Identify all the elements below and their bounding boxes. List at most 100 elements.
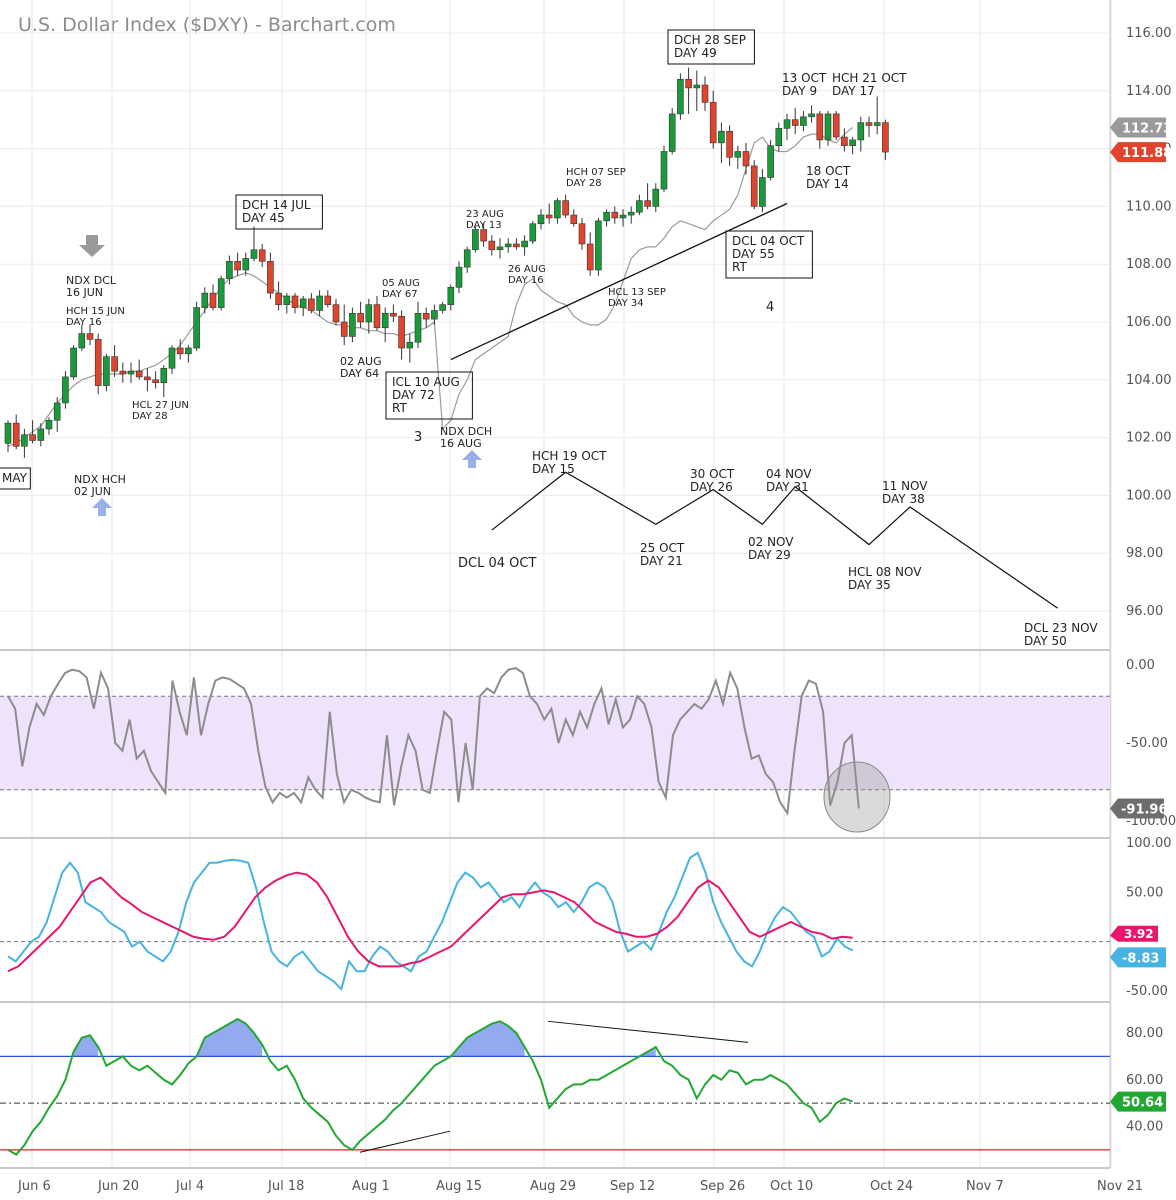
rsi-tick-label: 40.00: [1126, 1120, 1163, 1135]
annotation-text: DAY 28: [566, 178, 602, 189]
rsi-last-value: 50.64: [1122, 1096, 1163, 1111]
annotation-text: DAY 49: [674, 46, 717, 60]
x-tick-label: Jul 18: [267, 1179, 304, 1194]
candle-body: [455, 266, 463, 288]
candle-body: [340, 321, 348, 337]
candle-body: [537, 214, 545, 225]
candle-body: [390, 313, 397, 317]
candle-body: [86, 333, 94, 340]
moving-average-line: [7, 127, 853, 447]
stoch-d-line: [7, 871, 853, 973]
y-tick-label: 114.00: [1126, 84, 1172, 99]
candle-body: [94, 339, 102, 386]
willr-tick-label: -50.00: [1126, 736, 1168, 751]
candle-body: [299, 298, 307, 308]
x-tick-label: Oct 24: [870, 1179, 913, 1194]
annotation-text: DCH 28 SEP: [674, 33, 746, 47]
stoch-k-tag-bg: [1110, 947, 1166, 968]
candle-body: [775, 128, 783, 147]
candle-body: [644, 200, 651, 207]
candle-body: [267, 261, 274, 294]
candle-body: [21, 434, 28, 447]
candle-body: [808, 113, 815, 118]
candle-body: [234, 261, 241, 271]
candle-body: [718, 130, 725, 144]
annotation-box: [725, 230, 813, 279]
candle-body: [217, 278, 225, 308]
candle-body: [447, 287, 455, 305]
candle-body: [62, 376, 69, 404]
annotation-text: DAY 16: [508, 275, 544, 286]
annotation-box: [385, 371, 473, 420]
candle-body: [373, 304, 381, 329]
candle-body: [103, 356, 110, 386]
candle-body: [824, 113, 832, 141]
x-tick-label: Aug 1: [352, 1179, 390, 1194]
annotation-text: 02 AUG: [340, 355, 382, 368]
annotation-text: 16 AUG: [440, 437, 482, 450]
candle-body: [324, 295, 332, 305]
candle-body: [873, 122, 881, 126]
candle-body: [750, 165, 758, 207]
candle-body: [783, 119, 791, 129]
candle-body: [193, 307, 200, 349]
candle-body: [431, 310, 438, 320]
rsi-tick-label: 60.00: [1126, 1073, 1163, 1088]
candle-body: [521, 240, 528, 248]
annotation-text: NDX DCL: [66, 274, 117, 287]
candle-body: [119, 370, 127, 375]
annotation-text: DCL 04 OCT: [458, 556, 536, 571]
candle-body: [668, 113, 676, 152]
annotation-text: 23 AUG: [466, 209, 504, 220]
annotation-box: [235, 194, 323, 230]
annotation-text: DAY 64: [340, 367, 379, 380]
highlight-circle: [823, 761, 891, 833]
candle-body: [882, 122, 889, 153]
annotation-text: ICL 10 AUG: [392, 375, 460, 389]
candle-body: [709, 102, 717, 144]
candle-body: [726, 130, 733, 158]
annotation-text: DAY 13: [466, 220, 502, 231]
candle-body: [160, 367, 168, 383]
annotation-text: 05 AUG: [382, 278, 420, 289]
rsi-overbought-fill: [450, 1021, 525, 1057]
candle-body: [398, 315, 405, 349]
candle-body: [12, 422, 20, 447]
y-tick-label: 100.00: [1126, 488, 1172, 503]
annotation-text: NDX DCH: [440, 425, 492, 438]
annotation-text: NDX HCH: [74, 473, 126, 486]
willr-tag-bg: [1110, 798, 1164, 819]
stoch-k-line: [7, 851, 854, 991]
annotation-text: 25 OCT: [640, 541, 685, 555]
x-tick-label: Aug 15: [436, 1179, 482, 1194]
candle-body: [660, 151, 668, 190]
x-tick-label: Aug 29: [530, 1179, 576, 1194]
candle-body: [37, 428, 45, 441]
candle-body: [849, 139, 856, 147]
candle-body: [734, 151, 742, 158]
y-tick-label: 96.00: [1126, 604, 1163, 619]
annotation-box: [667, 29, 755, 65]
annotation-text: DAY 31: [766, 480, 809, 494]
candle-body: [545, 214, 553, 219]
candle-body: [78, 333, 86, 349]
rsi-line: [7, 1017, 853, 1156]
candle-body: [480, 229, 487, 242]
candle-body: [135, 370, 143, 378]
candle-body: [349, 313, 356, 337]
candle-body: [250, 249, 258, 259]
down-arrow-icon: [79, 235, 105, 257]
candle-body: [767, 145, 774, 178]
rsi-tick-label: 80.00: [1126, 1026, 1163, 1041]
willr-last-value: -91.96: [1121, 802, 1168, 817]
candle-body: [791, 119, 799, 126]
candle-body: [578, 223, 586, 245]
y-tick-label: 102.00: [1126, 431, 1172, 446]
candle-body: [496, 246, 504, 251]
candle-body: [168, 347, 176, 369]
rsi-overbought-fill: [196, 1018, 263, 1057]
y-tick-label: 116.00: [1126, 26, 1172, 41]
annotation-text: 26 AUG: [508, 264, 546, 275]
annotation-text: DAY 55: [732, 247, 775, 261]
